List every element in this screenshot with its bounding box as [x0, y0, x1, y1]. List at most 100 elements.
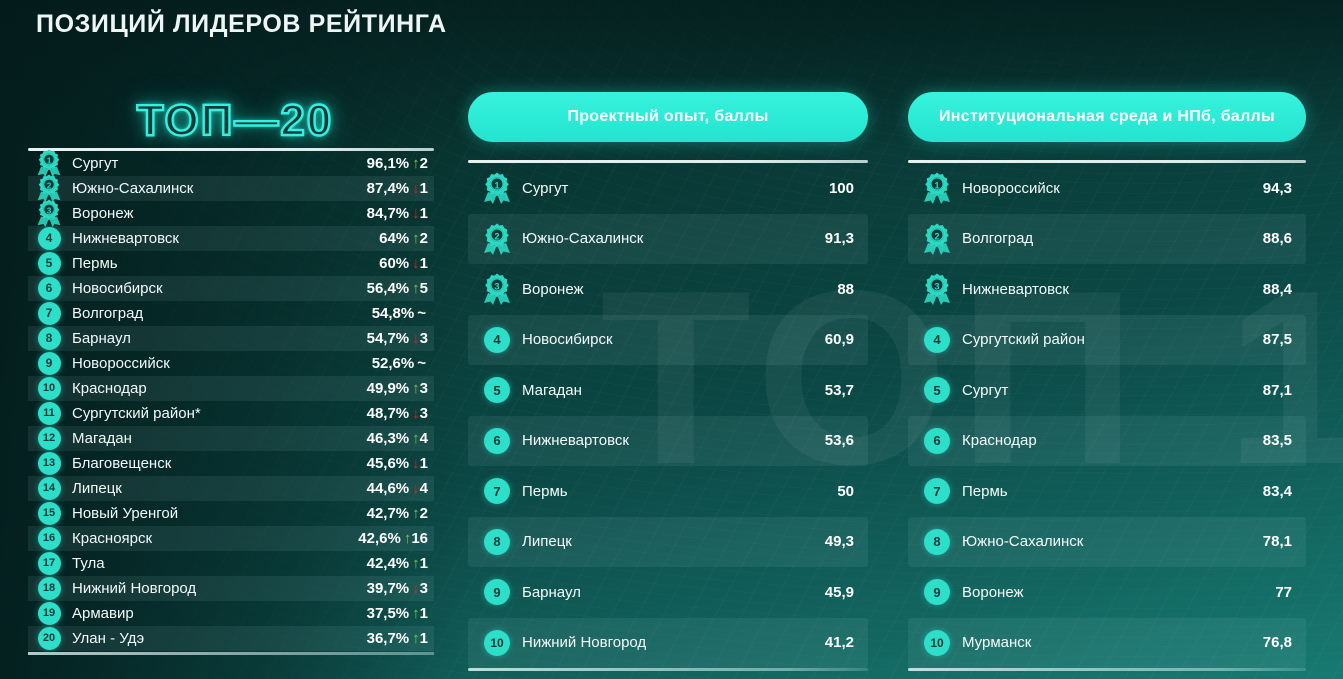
project-experience-row-list: 1 Сургут 100 2 Южно-Сахалинск 91,3 3 Воронеж 88 4…: [468, 163, 868, 668]
institutional-environment-header[interactable]: Институциональная среда и НПб, баллы: [908, 92, 1306, 142]
arrow-up-icon: ↑: [412, 629, 420, 647]
table-row: 6 Новосибирск 56,4% ↑ 5: [28, 275, 434, 301]
delta-value: 2: [419, 154, 428, 172]
row-metrics: 42,7% ↑ 2: [367, 505, 428, 522]
delta-value: 4: [419, 479, 428, 497]
rank-indicator: 20: [36, 625, 62, 651]
rank-circle-badge: 6: [484, 427, 510, 454]
rank-circle-badge: 10: [37, 376, 61, 400]
left-table-top-rule: [28, 148, 434, 151]
city-name: Сургут: [72, 154, 119, 172]
rank-indicator: 2: [481, 222, 513, 256]
rank-indicator: 15: [36, 500, 62, 526]
left-table-bottom-rule: [28, 651, 434, 655]
trend-down-indicator: ↓ 1: [412, 455, 428, 472]
rank-circle-badge: 14: [37, 476, 61, 500]
svg-text:2: 2: [47, 181, 52, 190]
rank-circle-badge: 7: [484, 478, 510, 505]
city-name: Волгоград: [72, 304, 144, 322]
percent-value: 54,7%: [366, 329, 410, 347]
rank-indicator: 2: [922, 223, 952, 255]
table-row: 6 Краснодар 83,5: [908, 415, 1306, 466]
row-metrics: 60% ↓ 1: [379, 255, 428, 272]
arrow-up-icon: ↑: [412, 279, 420, 297]
rank-indicator: 7: [36, 300, 62, 326]
arrow-up-icon: ↑: [412, 504, 420, 522]
table-row: 4 Нижневартовск 64% ↑ 2: [28, 225, 434, 251]
delta-value: 1: [419, 454, 428, 472]
table-row: 3 Нижневартовск 88,4: [908, 264, 1306, 315]
score-value: 88,6: [1262, 230, 1292, 248]
rank-circle-badge: 10: [484, 629, 510, 656]
rank-indicator: 7: [922, 476, 952, 506]
table-row: 20 Улан - Удэ 36,7% ↑ 1: [28, 625, 434, 651]
percent-value: 39,7%: [366, 579, 410, 597]
delta-value: 3: [419, 329, 428, 347]
city-name: Новосибирск: [522, 331, 613, 349]
delta-value: 1: [419, 179, 428, 197]
svg-text:2: 2: [934, 230, 939, 241]
score-value: 45,9: [824, 583, 854, 601]
table-row: 19 Армавир 37,5% ↑ 1: [28, 601, 434, 626]
trend-up-indicator: ↑ 2: [412, 230, 428, 247]
table-row: 4 Новосибирск 60,9: [468, 314, 868, 365]
rank-indicator: 2: [36, 174, 62, 202]
arrow-up-icon: ↑: [412, 154, 420, 172]
score-value: 53,6: [824, 432, 854, 450]
city-name: Пермь: [522, 482, 568, 500]
rank-indicator: 13: [36, 450, 62, 476]
medal-rosette-icon: 2: [481, 222, 513, 256]
city-name: Нижневартовск: [72, 229, 179, 247]
rank-indicator: 9: [482, 577, 512, 607]
medal-rosette-icon: 1: [481, 171, 513, 205]
city-name: Магадан: [522, 381, 582, 399]
rank-indicator: 8: [922, 527, 952, 557]
city-name: Благовещенск: [72, 454, 172, 472]
rank-circle-badge: 9: [37, 351, 61, 375]
rank-indicator: 3: [482, 273, 512, 306]
row-metrics: 54,7% ↓ 3: [367, 330, 428, 347]
row-metrics: 37,5% ↑ 1: [367, 605, 428, 622]
rank-circle-badge: 4: [484, 326, 510, 353]
score-value: 78,1: [1262, 533, 1292, 551]
row-metrics: 56,4% ↑ 5: [367, 280, 428, 297]
trend-down-indicator: ↓ 4: [412, 480, 428, 497]
score-value: 60,9: [824, 331, 854, 349]
row-metrics: 36,7% ↑ 1: [367, 630, 428, 647]
city-name: Красноярск: [72, 529, 153, 547]
city-name: Липецк: [72, 479, 122, 497]
project-experience-header[interactable]: Проектный опыт, баллы: [468, 92, 868, 142]
rank-indicator: 1: [481, 171, 513, 205]
arrow-up-icon: ↑: [412, 554, 420, 572]
mid-table-bottom-rule: [468, 668, 868, 671]
rank-indicator: 8: [482, 527, 512, 557]
rank-indicator: 6: [922, 426, 952, 456]
delta-value: 1: [419, 604, 428, 622]
rank-circle-badge: 9: [484, 579, 510, 606]
row-metrics: 84,7% ↓ 1: [367, 205, 428, 222]
score-value: 87,5: [1262, 331, 1292, 349]
arrow-up-icon: ↑: [403, 529, 412, 547]
percent-value: 37,5%: [366, 604, 410, 622]
table-row: 9 Воронеж 77: [908, 567, 1306, 618]
rank-indicator: 8: [36, 325, 62, 351]
trend-up-indicator: ↑ 1: [412, 555, 428, 572]
table-row: 2 Волгоград 88,6: [908, 213, 1306, 264]
rank-circle-badge: 13: [37, 451, 61, 475]
row-metrics: 52,6% ~: [372, 355, 428, 372]
rank-indicator: 5: [922, 375, 952, 405]
row-metrics: 42,6% ↑ 16: [358, 530, 428, 547]
arrow-down-icon: ↓: [412, 329, 420, 347]
table-row: 15 Новый Уренгой 42,7% ↑ 2: [28, 501, 434, 526]
institutional-environment-table: Институциональная среда и НПб, баллы 1 Но…: [908, 92, 1306, 671]
delta-value: 3: [419, 379, 428, 397]
rank-circle-badge: 4: [37, 226, 61, 250]
arrow-down-icon: ↓: [412, 179, 420, 197]
svg-text:2: 2: [494, 230, 499, 241]
table-row: 11 Сургутский район* 48,7% ↓ 3: [28, 401, 434, 426]
row-metrics: 46,3% ↑ 4: [367, 430, 428, 447]
arrow-up-icon: ↑: [412, 604, 420, 622]
row-metrics: 45,6% ↓ 1: [367, 455, 428, 472]
city-name: Нижний Новгород: [72, 579, 197, 597]
rank-circle-badge: 6: [37, 276, 61, 300]
